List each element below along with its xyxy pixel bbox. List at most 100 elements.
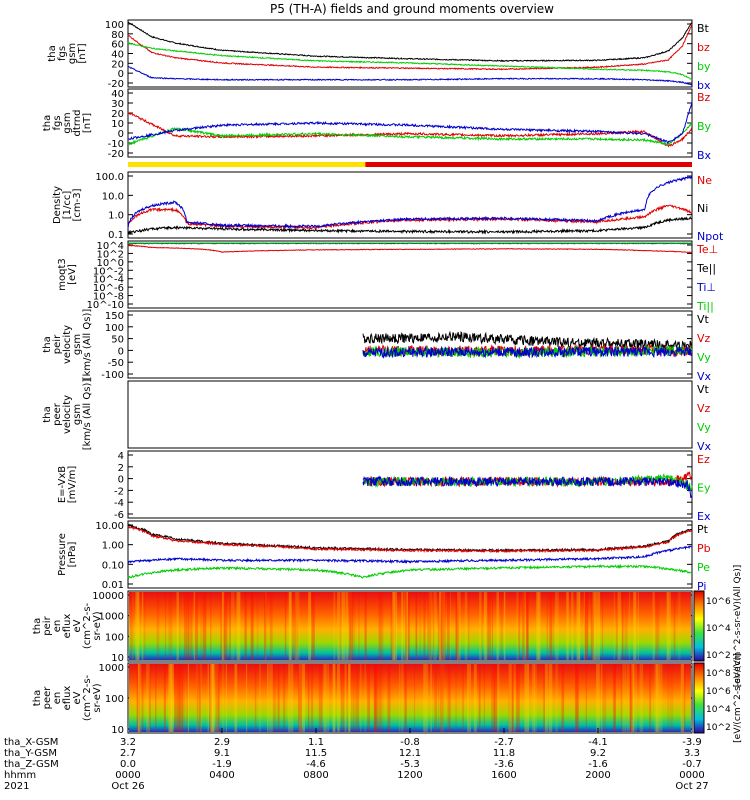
- x-tick-label: 12.1: [399, 748, 421, 759]
- spectrogram-band: [406, 592, 409, 660]
- spectrogram-band: [681, 664, 686, 732]
- spectrogram-band: [349, 592, 352, 660]
- y-tick-label: 0: [118, 475, 124, 486]
- y-tick-label: 10^4: [97, 241, 124, 252]
- y-tick-label: 0.10: [102, 560, 124, 571]
- y-axis-label: [1/cc]: [62, 191, 73, 220]
- spectrogram-band: [656, 664, 660, 732]
- spectrogram-band: [187, 592, 190, 660]
- spectrogram-band: [348, 592, 352, 660]
- legend-entry: Vy: [697, 421, 711, 434]
- spectrogram-band: [508, 664, 510, 732]
- spectrogram-band: [462, 664, 464, 732]
- y-tick-label: 10^-10: [87, 300, 124, 311]
- spectrogram-band: [267, 664, 269, 732]
- x-tick-label: Oct 26: [111, 781, 144, 792]
- spectrogram-band: [333, 664, 335, 732]
- spectrogram-band: [622, 664, 624, 732]
- x-tick-label: 1200: [397, 770, 422, 781]
- spectrogram-band: [533, 664, 537, 732]
- y-axis-label: tha: [42, 406, 53, 422]
- spectrogram-band: [584, 592, 589, 660]
- spectrogram-band: [483, 664, 485, 732]
- spectrogram-band: [620, 664, 623, 732]
- spectrogram-band: [669, 664, 674, 732]
- y-axis-label: gsm: [72, 334, 83, 355]
- series-line-Pe: [127, 563, 693, 580]
- spectrogram-band: [209, 664, 214, 732]
- spectrogram-band: [596, 664, 600, 732]
- spectrogram-band: [602, 664, 607, 732]
- y-axis-label: peir: [52, 334, 63, 354]
- spectrogram-band: [500, 592, 503, 660]
- y-tick-label: -6: [114, 510, 124, 521]
- panel-frame: [127, 520, 693, 589]
- spectrogram-band: [655, 664, 658, 732]
- y-tick-label: 1.00: [102, 541, 124, 552]
- y-axis-label: tha: [42, 336, 53, 352]
- x-tick-label: 3.2: [120, 737, 136, 748]
- spectrogram-band: [481, 592, 483, 660]
- spectrogram-band: [342, 592, 346, 660]
- x-tick-label: 9.2: [590, 748, 606, 759]
- spectrogram-band: [214, 664, 219, 732]
- spectrogram-band: [566, 592, 569, 660]
- panel-5: tha peir velocity gsm [km/s (All Qs)] 1501005…: [42, 309, 712, 383]
- spectrogram-band: [183, 592, 187, 660]
- spectrogram-band: [307, 664, 310, 732]
- panel-frame: [127, 171, 693, 239]
- x-row-label: tha_Z-GSM: [4, 759, 59, 770]
- spectrogram-band: [449, 592, 451, 660]
- spectrogram-band: [294, 592, 299, 660]
- spectrogram-band: [352, 664, 355, 732]
- series-line-bz: [127, 23, 693, 71]
- spectrogram-band: [583, 592, 585, 660]
- y-tick-label: 1000: [99, 663, 124, 674]
- spectrogram-band: [455, 592, 457, 660]
- spectrogram-band: [440, 592, 445, 660]
- y-tick-label: -20: [108, 79, 124, 90]
- spectrogram-band: [401, 664, 404, 732]
- y-tick-label: 20: [111, 59, 124, 70]
- panel-7: E=-VxB [mV/m] 420-2-4-6 Ez Ey Ex: [57, 450, 711, 523]
- x-tick-label: -2.7: [494, 737, 514, 748]
- legend-entry: Ni: [697, 202, 708, 215]
- spectrogram-band: [236, 592, 238, 660]
- spectrogram-band: [216, 664, 219, 732]
- y-axis-label: en: [52, 620, 63, 633]
- spectrogram-band: [186, 664, 189, 732]
- spectrogram-band: [264, 592, 267, 660]
- spectrogram-band: [413, 664, 416, 732]
- x-tick-label: 2.9: [214, 737, 230, 748]
- spectrogram-band: [428, 592, 433, 660]
- spectrogram-band: [496, 592, 500, 660]
- spectrogram-band: [522, 592, 525, 660]
- spectrogram-band: [132, 592, 134, 660]
- y-axis-label: en: [52, 692, 63, 705]
- panel-frame: [127, 380, 693, 449]
- spectrogram-band: [442, 592, 446, 660]
- y-tick-label: -10: [108, 139, 124, 150]
- spectrogram-band: [337, 664, 340, 732]
- spectrogram-band: [525, 592, 529, 660]
- spectrogram-band: [218, 664, 220, 732]
- spectrogram-band: [350, 664, 353, 732]
- spectrogram-band: [617, 592, 621, 660]
- x-tick-label: -4.6: [306, 759, 326, 770]
- spectrogram-band: [440, 664, 445, 732]
- spectrogram-band: [447, 664, 451, 732]
- spectrogram-band: [277, 664, 280, 732]
- spectrogram-band: [211, 664, 215, 732]
- spectrogram-band: [549, 592, 552, 660]
- y-axis-label: eV: [72, 619, 83, 632]
- y-axis-label: (cm^2-s-: [82, 674, 93, 721]
- spectrogram-band: [423, 664, 426, 732]
- spectrogram-band: [215, 664, 217, 732]
- spectrogram-band: [494, 664, 498, 732]
- y-tick-label: 10: [111, 725, 124, 736]
- series-line-Bt: [127, 21, 693, 63]
- spectrogram-band: [360, 664, 362, 732]
- spectrogram-band: [288, 592, 292, 660]
- spectrogram-band: [302, 664, 305, 732]
